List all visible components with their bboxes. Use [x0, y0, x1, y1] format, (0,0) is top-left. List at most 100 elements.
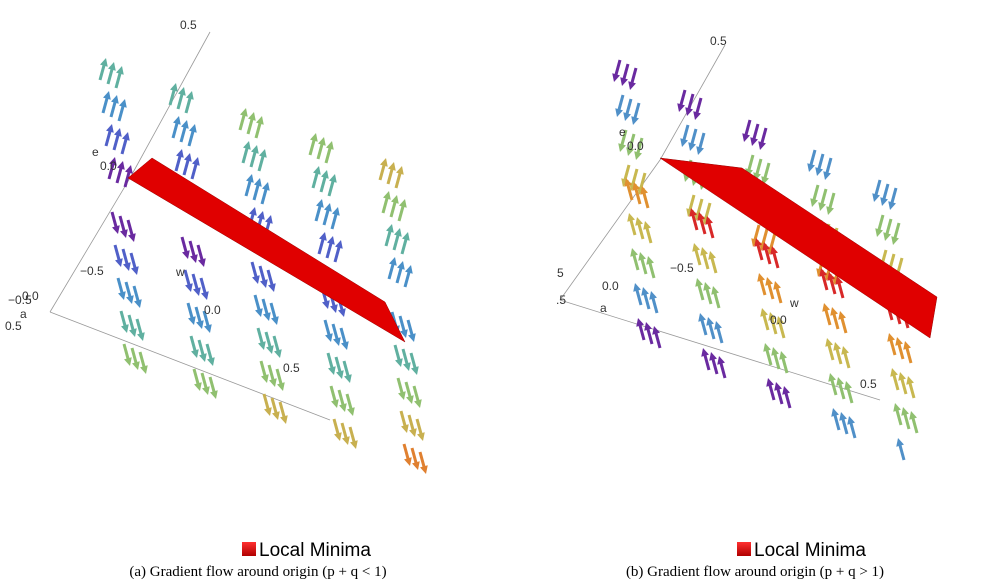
arrow-head: [266, 345, 274, 354]
arrow-head: [880, 197, 888, 206]
arrow-head: [191, 349, 199, 358]
arrow-head: [623, 112, 631, 121]
arrow-head: [140, 365, 148, 374]
arrow-head: [334, 432, 342, 441]
arrow-head: [112, 225, 120, 234]
arrow-head: [750, 137, 758, 146]
arrow-head: [126, 295, 134, 304]
arrow-head: [176, 149, 184, 158]
arrow-head: [896, 438, 904, 447]
arrow-head: [257, 211, 265, 220]
arrow-head: [129, 328, 137, 337]
arrow-head: [774, 382, 782, 391]
legend-swatch: [242, 542, 256, 556]
arrow-head: [703, 282, 711, 291]
arrow-head: [633, 283, 641, 292]
legend-label: Local Minima: [754, 540, 866, 561]
arrow-head: [411, 366, 419, 375]
arrow-head: [685, 107, 693, 116]
arrow-head: [698, 313, 706, 322]
axis-label: w: [789, 296, 799, 310]
arrow-head: [620, 77, 628, 86]
arrow-head: [321, 170, 329, 179]
arrow-head: [830, 307, 838, 316]
arrow-head: [114, 128, 122, 137]
arrow-head: [243, 141, 251, 150]
arrow-head: [326, 141, 334, 150]
arrow-head: [185, 283, 193, 292]
arrow-head: [383, 191, 391, 200]
arrow-head: [895, 337, 903, 346]
arrow-head: [714, 321, 722, 330]
arrow-head: [828, 373, 836, 382]
arrow-head: [263, 312, 271, 321]
arrow-head: [839, 412, 847, 421]
arrow-head: [116, 66, 124, 75]
arrow-head: [333, 337, 341, 346]
arrow-head: [631, 116, 639, 125]
arrow-head: [111, 95, 119, 104]
arrow-head: [181, 120, 189, 129]
arrow-head: [207, 357, 215, 366]
arrow-head: [186, 91, 194, 100]
arrow-head: [262, 182, 270, 191]
tick-label: 0.0: [602, 279, 619, 293]
tick-label: 0.5: [283, 361, 300, 375]
arrow-head: [122, 132, 130, 141]
arrow-head: [406, 395, 414, 404]
tick-label: 0.5: [860, 377, 877, 391]
arrow-head: [120, 229, 128, 238]
arrow-head: [125, 165, 133, 174]
local-minima-plane: [660, 158, 937, 338]
arrow-head: [831, 408, 839, 417]
arrow-head: [256, 116, 264, 125]
arrow-head: [901, 407, 909, 416]
arrow-head: [327, 236, 335, 245]
arrow-head: [409, 428, 417, 437]
arrow-head: [339, 403, 347, 412]
arrow-head: [420, 465, 428, 474]
arrow-head: [838, 311, 846, 320]
arrow-head: [170, 83, 178, 92]
arrow-head: [394, 228, 402, 237]
arrow-head: [128, 233, 136, 242]
caption: (b) Gradient flow around origin (p + q >…: [626, 564, 884, 580]
arrow-head: [903, 341, 911, 350]
arrow-head: [636, 318, 644, 327]
arrow-head: [408, 333, 416, 342]
arrow-head: [137, 332, 145, 341]
arrow-head: [888, 201, 896, 210]
arrow-head: [818, 202, 826, 211]
arrow-head: [644, 322, 652, 331]
arrow-head: [412, 461, 420, 470]
arrow-head: [192, 157, 200, 166]
arrow-head: [202, 386, 210, 395]
arrow-head: [313, 166, 321, 175]
arrow-head: [398, 391, 406, 400]
arrow-head: [612, 73, 620, 82]
arrow-head: [342, 436, 350, 445]
arrow-head: [347, 407, 355, 416]
arrow-head: [649, 291, 657, 300]
arrow-head: [826, 206, 834, 215]
arrow-head: [810, 198, 818, 207]
arrow-head: [709, 352, 717, 361]
arrow-head: [909, 411, 917, 420]
arrow-head: [190, 254, 198, 263]
arrow-head: [316, 199, 324, 208]
arrow-head: [274, 349, 282, 358]
arrow-head: [117, 161, 125, 170]
arrow-head: [341, 341, 349, 350]
arrow-head: [350, 440, 358, 449]
arrow-head: [711, 286, 719, 295]
arrow-head: [641, 287, 649, 296]
arrow-head: [132, 361, 140, 370]
tick-label: 0.5: [180, 18, 197, 32]
arrow-head: [258, 341, 266, 350]
arrow-head: [254, 178, 262, 187]
arrow-head: [893, 403, 901, 412]
arrow-head: [259, 149, 267, 158]
arrow-head: [646, 256, 654, 265]
tick-label: .5: [556, 293, 566, 307]
figure-canvas: e w a 0.5 0.0 −0.5 −0.5 0.0 0.5 0.0 0.5 …: [0, 0, 994, 581]
